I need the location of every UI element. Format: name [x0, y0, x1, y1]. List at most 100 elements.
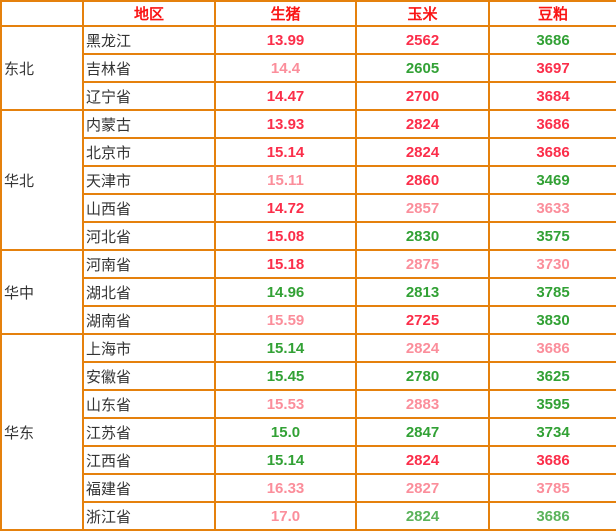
corn-price-value: 2824 [355, 501, 490, 531]
soy-price-value: 3595 [488, 389, 616, 419]
soy-price-value: 3686 [488, 501, 616, 531]
corn-price-value: 2830 [355, 221, 490, 251]
region-group-label: 华北 [0, 109, 84, 251]
table-row: 湖北省 14.96 2813 3785 [1, 277, 616, 307]
corn-price-value: 2824 [355, 137, 490, 167]
soy-price-value: 3686 [488, 445, 616, 475]
corn-price-value: 2605 [355, 53, 490, 83]
soy-price-value: 3686 [488, 109, 616, 139]
corn-price-value: 2857 [355, 193, 490, 223]
province-name: 浙江省 [82, 501, 216, 531]
soy-price-value: 3785 [488, 473, 616, 503]
region-group-label: 华东 [0, 333, 84, 531]
table-row: 东北 黑龙江 13.99 2562 3686 [0, 25, 616, 111]
pig-price-value: 15.08 [214, 221, 357, 251]
corn-price-value: 2860 [355, 165, 490, 195]
soy-price-value: 3625 [488, 361, 616, 391]
corn-price-value: 2827 [355, 473, 490, 503]
table-row: 天津市 15.11 2860 3469 [1, 165, 616, 195]
table-row: 辽宁省 14.47 2700 3684 [1, 81, 616, 111]
table-row: 华北 内蒙古 13.93 2824 3686 [0, 109, 616, 251]
pig-price-value: 15.14 [214, 137, 357, 167]
pig-price-value: 15.53 [214, 389, 357, 419]
table-row: 山西省 14.72 2857 3633 [1, 193, 616, 223]
table-row: 江苏省 15.0 2847 3734 [1, 417, 616, 447]
table-row: 安徽省 15.45 2780 3625 [1, 361, 616, 391]
corn-price-value: 2824 [355, 333, 490, 363]
soy-price-value: 3684 [488, 81, 616, 111]
soy-price-value: 3575 [488, 221, 616, 251]
province-name: 福建省 [82, 473, 216, 503]
province-name: 河北省 [82, 221, 216, 251]
soy-price-value: 3734 [488, 417, 616, 447]
corn-price-value: 2824 [355, 445, 490, 475]
table-row: 湖南省 15.59 2725 3830 [1, 305, 616, 335]
pig-price-value: 14.72 [214, 193, 357, 223]
province-name: 安徽省 [82, 361, 216, 391]
table-row: 华东 上海市 15.14 2824 3686 [0, 333, 616, 531]
corn-price-value: 2847 [355, 417, 490, 447]
province-name: 河南省 [82, 249, 216, 279]
corn-price-value: 2875 [355, 249, 490, 279]
pig-price-value: 14.47 [214, 81, 357, 111]
pig-price-value: 15.14 [214, 445, 357, 475]
table-row: 江西省 15.14 2824 3686 [1, 445, 616, 475]
column-header-corn: 玉米 [355, 0, 490, 27]
corn-price-value: 2883 [355, 389, 490, 419]
column-header-soy: 豆粕 [488, 0, 616, 27]
pig-price-value: 15.59 [214, 305, 357, 335]
province-name: 湖南省 [82, 305, 216, 335]
soy-price-value: 3686 [488, 333, 616, 363]
soy-price-value: 3686 [488, 137, 616, 167]
header-row: 地区 生猪 玉米 豆粕 [0, 0, 616, 27]
soy-price-value: 3785 [488, 277, 616, 307]
province-name: 山东省 [82, 389, 216, 419]
corner-cell [0, 0, 84, 27]
corn-price-value: 2780 [355, 361, 490, 391]
soy-price-value: 3697 [488, 53, 616, 83]
province-name: 天津市 [82, 165, 216, 195]
pig-price-value: 15.45 [214, 361, 357, 391]
soy-price-value: 3633 [488, 193, 616, 223]
corn-price-value: 2725 [355, 305, 490, 335]
province-name: 江苏省 [82, 417, 216, 447]
province-name: 吉林省 [82, 53, 216, 83]
province-name: 北京市 [82, 137, 216, 167]
table-row: 北京市 15.14 2824 3686 [1, 137, 616, 167]
table-row: 华中 河南省 15.18 2875 3730 [0, 249, 616, 335]
province-name: 黑龙江 [82, 25, 216, 55]
table-body: 东北 黑龙江 13.99 2562 3686 吉林省 14.4 2605 3697 辽宁省 14.4… [0, 25, 616, 531]
pig-price-value: 14.96 [214, 277, 357, 307]
pig-price-value: 15.18 [214, 249, 357, 279]
pig-price-value: 15.11 [214, 165, 357, 195]
column-header-pig: 生猪 [214, 0, 357, 27]
column-header-region: 地区 [82, 0, 216, 27]
soy-price-value: 3686 [488, 25, 616, 55]
soy-price-value: 3730 [488, 249, 616, 279]
pig-price-value: 15.14 [214, 333, 357, 363]
soy-price-value: 3830 [488, 305, 616, 335]
province-name: 辽宁省 [82, 81, 216, 111]
table-row: 浙江省 17.0 2824 3686 [1, 501, 616, 531]
pig-price-value: 13.93 [214, 109, 357, 139]
pig-price-value: 13.99 [214, 25, 357, 55]
table-row: 吉林省 14.4 2605 3697 [1, 53, 616, 83]
table-row: 福建省 16.33 2827 3785 [1, 473, 616, 503]
province-name: 内蒙古 [82, 109, 216, 139]
pig-price-value: 17.0 [214, 501, 357, 531]
corn-price-value: 2700 [355, 81, 490, 111]
corn-price-value: 2824 [355, 109, 490, 139]
province-name: 上海市 [82, 333, 216, 363]
soy-price-value: 3469 [488, 165, 616, 195]
table-row: 河北省 15.08 2830 3575 [1, 221, 616, 251]
province-name: 湖北省 [82, 277, 216, 307]
corn-price-value: 2562 [355, 25, 490, 55]
region-group-label: 华中 [0, 249, 84, 335]
table-row: 山东省 15.53 2883 3595 [1, 389, 616, 419]
corn-price-value: 2813 [355, 277, 490, 307]
pig-price-value: 16.33 [214, 473, 357, 503]
province-name: 山西省 [82, 193, 216, 223]
pig-price-value: 15.0 [214, 417, 357, 447]
region-group-label: 东北 [0, 25, 84, 111]
